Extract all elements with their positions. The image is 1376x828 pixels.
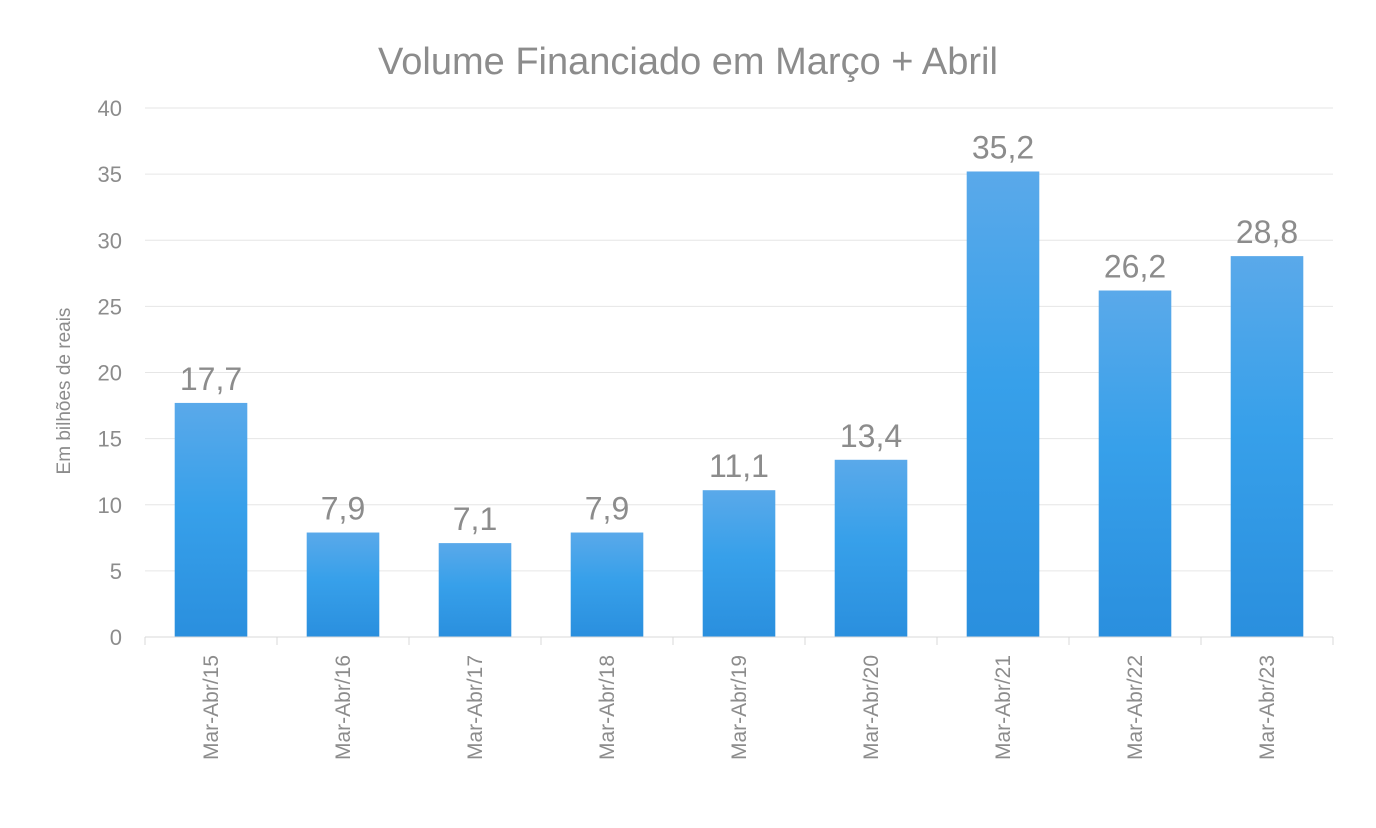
data-label: 7,1 (453, 501, 497, 537)
x-tick-label: Mar-Abr/15 (200, 655, 223, 760)
y-axis-label: Em bilhões de reais (54, 308, 75, 475)
bar (174, 402, 248, 637)
bar (966, 171, 1040, 638)
y-tick-label: 20 (98, 361, 122, 386)
data-label: 28,8 (1236, 214, 1298, 250)
y-tick-label: 30 (98, 228, 122, 253)
bar (570, 532, 644, 637)
bar (438, 543, 512, 637)
y-tick-labels: 0 5 10 15 20 25 30 35 40 (98, 96, 122, 650)
bar (1098, 290, 1172, 637)
gridlines (145, 107, 1333, 572)
data-label: 26,2 (1104, 249, 1166, 285)
bar (1230, 256, 1304, 637)
x-tick-label: Mar-Abr/21 (992, 655, 1015, 760)
y-tick-label: 5 (110, 559, 122, 584)
x-tick-label: Mar-Abr/22 (1124, 655, 1147, 760)
x-tick-label: Mar-Abr/23 (1256, 655, 1279, 760)
data-label: 11,1 (709, 448, 769, 484)
y-tick-label: 15 (98, 427, 122, 452)
x-tick-labels: Mar-Abr/15 Mar-Abr/16 Mar-Abr/17 Mar-Abr/18… (144, 637, 1334, 760)
x-tick-label: Mar-Abr/16 (332, 655, 355, 760)
x-tick-label: Mar-Abr/20 (860, 655, 883, 760)
x-tick-label: Mar-Abr/17 (464, 655, 487, 760)
data-label: 17,7 (180, 361, 242, 397)
data-label: 7,9 (321, 491, 365, 527)
y-tick-label: 10 (98, 493, 122, 518)
bar (702, 490, 776, 637)
y-tick-label: 25 (98, 294, 122, 319)
data-label: 35,2 (972, 129, 1034, 165)
y-tick-label: 40 (98, 96, 122, 121)
bars (174, 171, 1304, 638)
x-tick-label: Mar-Abr/18 (596, 655, 619, 760)
y-tick-label: 0 (110, 625, 122, 650)
x-tick-label: Mar-Abr/19 (728, 655, 751, 760)
bar (834, 459, 908, 637)
bar (306, 532, 380, 637)
chart-title: Volume Financiado em Março + Abril (378, 41, 998, 83)
data-label: 13,4 (840, 418, 902, 454)
data-labels: 17,7 7,9 7,1 7,9 11,1 13,4 35,2 26,2 28,8 (180, 129, 1298, 537)
data-label: 7,9 (585, 491, 629, 527)
y-tick-label: 35 (98, 162, 122, 187)
